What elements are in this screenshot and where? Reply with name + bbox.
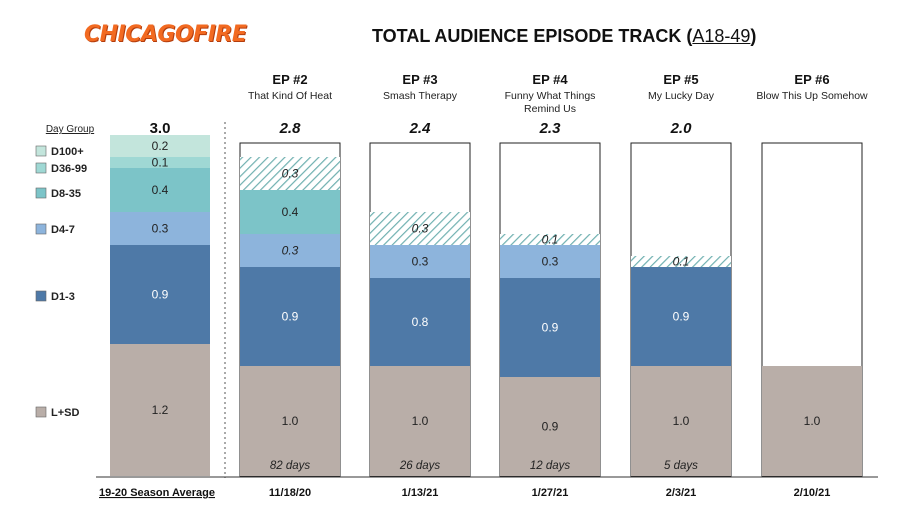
data-label-season-average-d1-3: 0.9 (152, 288, 169, 302)
data-label-season-average-d8-35: 0.4 (152, 183, 169, 197)
data-label-ep-2-d8-35: 0.4 (282, 205, 299, 219)
bar-segment-ep-3-d1-3 (370, 278, 470, 366)
episode-number-ep-5: EP #5 (663, 72, 698, 87)
episode-title-ep-3: Smash Therapy (383, 90, 458, 102)
bar-segment-ep-3-d4-7 (370, 245, 470, 278)
bar-segment-ep-2-hatch (240, 157, 340, 190)
data-label-ep-6-l-sd: 1.0 (804, 414, 821, 428)
bar-segment-ep-4-d1-3 (500, 278, 600, 377)
total-label-season-average: 3.0 (150, 120, 171, 137)
bar-segment-ep-4-hatch (500, 234, 600, 245)
bar-segment-ep-2-d1-3 (240, 267, 340, 366)
bar-segment-ep-5-d1-3 (631, 267, 731, 366)
episode-title-ep-4-line2: Remind Us (524, 103, 576, 115)
data-label-ep-2-d4-7: 0.3 (282, 244, 299, 258)
days-label-ep-2: 82 days (270, 460, 311, 472)
data-label-ep-3-hatch: 0.3 (412, 222, 429, 236)
episode-title-ep-2: That Kind Of Heat (248, 90, 332, 102)
chart-title-main: TOTAL AUDIENCE EPISODE TRACK (372, 26, 682, 46)
data-label-season-average-l-sd: 1.2 (152, 403, 169, 417)
data-label-season-average-d36-99: 0.1 (152, 156, 169, 170)
episode-title-ep-4: Funny What Things (505, 90, 596, 102)
episode-number-ep-4: EP #4 (532, 72, 568, 87)
legend-label-d1-3: D1-3 (51, 291, 75, 303)
bar-segment-ep-2-d4-7 (240, 234, 340, 267)
data-label-ep-5-hatch: 0.1 (673, 255, 690, 269)
bar-segment-ep-6-l-sd (762, 366, 862, 476)
data-label-ep-3-l-sd: 1.0 (412, 414, 429, 428)
bar-segment-season-average-d100 (110, 135, 210, 157)
data-label-ep-2-l-sd: 1.0 (282, 414, 299, 428)
bar-segment-season-average-d36-99 (110, 157, 210, 168)
x-label-ep-6: 2/10/21 (794, 487, 831, 499)
data-label-ep-5-d1-3: 0.9 (673, 310, 690, 324)
x-label-season-average: 19-20 Season Average (99, 487, 215, 499)
data-label-ep-3-d4-7: 0.3 (412, 255, 429, 269)
bar-segment-ep-4-l-sd (500, 377, 600, 476)
bar-segment-ep-3-l-sd (370, 366, 470, 476)
legend-label-d100: D100+ (51, 146, 84, 158)
legend-label-l-sd: L+SD (51, 407, 79, 419)
data-label-ep-4-hatch: 0.1 (542, 233, 559, 247)
days-label-ep-5: 5 days (664, 460, 698, 472)
data-label-ep-4-d4-7: 0.3 (542, 255, 559, 269)
data-label-season-average-d4-7: 0.3 (152, 222, 169, 236)
bar-segment-season-average-d8-35 (110, 168, 210, 212)
data-label-ep-2-d1-3: 0.9 (282, 310, 299, 324)
chart-title-demo: A18-49 (692, 26, 751, 46)
legend-title: Day Group (46, 124, 95, 135)
episode-title-ep-6: Blow This Up Somehow (756, 90, 868, 102)
legend-label-d4-7: D4-7 (51, 224, 75, 236)
episode-number-ep-6: EP #6 (794, 72, 829, 87)
x-label-ep-3: 1/13/21 (402, 487, 439, 499)
legend-label-d36-99: D36-99 (51, 163, 87, 175)
chart-title: TOTAL AUDIENCE EPISODE TRACK (A18-49) (372, 26, 757, 46)
data-label-ep-2-hatch: 0.3 (282, 167, 299, 181)
total-label-ep-2: 2.8 (279, 120, 302, 137)
legend-swatch-d8-35 (35, 187, 47, 199)
bar-segment-ep-5-l-sd (631, 366, 731, 476)
days-label-ep-4: 12 days (530, 460, 571, 472)
data-label-ep-5-l-sd: 1.0 (673, 414, 690, 428)
data-label-ep-4-d1-3: 0.9 (542, 321, 559, 335)
legend-swatch-l-sd (35, 406, 47, 418)
episode-number-ep-3: EP #3 (402, 72, 437, 87)
bar-segment-season-average-d4-7 (110, 212, 210, 245)
episode-number-ep-2: EP #2 (272, 72, 307, 87)
bar-segment-season-average-d1-3 (110, 245, 210, 344)
bar-segment-ep-2-d8-35 (240, 190, 340, 234)
total-label-ep-3: 2.4 (409, 120, 432, 137)
episode-title-ep-5: My Lucky Day (648, 90, 715, 102)
legend-swatch-d4-7 (35, 223, 47, 235)
legend-swatch-d1-3 (35, 290, 47, 302)
data-label-ep-4-l-sd: 0.9 (542, 420, 559, 434)
bar-segment-ep-2-l-sd (240, 366, 340, 476)
x-label-ep-5: 2/3/21 (666, 487, 697, 499)
legend-swatch-d100 (35, 145, 47, 157)
legend-swatch-d36-99 (35, 162, 47, 174)
bar-segment-ep-4-d4-7 (500, 245, 600, 278)
data-label-season-average-d100: 0.2 (152, 139, 169, 153)
show-logo: CHICAGOFIRE (84, 22, 247, 47)
bar-segment-ep-5-hatch (631, 256, 731, 267)
bar-segment-ep-3-hatch (370, 212, 470, 245)
bar-segment-season-average-l-sd (110, 344, 210, 476)
legend-label-d8-35: D8-35 (51, 188, 81, 200)
x-label-ep-2: 11/18/20 (269, 487, 311, 499)
days-label-ep-3: 26 days (399, 460, 441, 472)
total-label-ep-4: 2.3 (539, 120, 562, 137)
data-label-ep-3-d1-3: 0.8 (412, 315, 429, 329)
total-label-ep-5: 2.0 (670, 120, 693, 137)
x-label-ep-4: 1/27/21 (532, 487, 569, 499)
